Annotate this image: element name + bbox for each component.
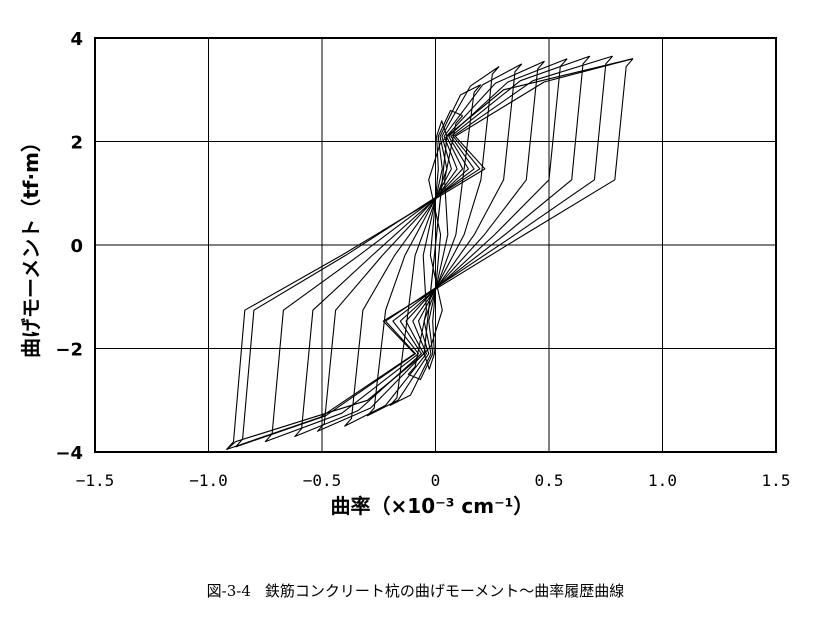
- x-tick-label: −0.5: [303, 471, 342, 490]
- x-tick-label: 1.5: [762, 471, 791, 490]
- y-tick-label: 2: [70, 133, 83, 154]
- y-tick-labels: −4 −2 0 2 4: [55, 29, 83, 464]
- hysteresis-loop: [407, 109, 464, 381]
- skeleton-curve: [226, 58, 634, 450]
- x-tick-label: 0: [431, 471, 441, 490]
- y-tick-label: −2: [55, 340, 83, 361]
- figure-caption: 図-3-4 鉄筋コンクリート杭の曲げモーメント～曲率履歴曲線: [0, 580, 831, 601]
- y-axis-label: 曲げモーメント（tf·m）: [19, 132, 43, 358]
- y-tick-label: 0: [70, 236, 83, 257]
- x-tick-label: 1.0: [648, 471, 677, 490]
- y-tick-label: −4: [55, 443, 83, 464]
- hysteresis-loop: [389, 84, 482, 406]
- x-axis-label: 曲率（×10⁻³ cm⁻¹）: [331, 494, 534, 518]
- y-tick-label: 4: [70, 29, 83, 50]
- x-tick-label: −1.0: [189, 471, 228, 490]
- x-tick-labels: −1.5 −1.0 −0.5 0 0.5 1.0 1.5: [76, 471, 791, 490]
- hysteresis-loop: [344, 63, 523, 427]
- hysteresis-curves: [226, 55, 634, 450]
- hysteresis-loop: [226, 58, 634, 450]
- x-tick-label: 0.5: [535, 471, 564, 490]
- plot-frame: [94, 37, 777, 453]
- hysteresis-loop: [366, 66, 500, 417]
- hysteresis-loop: [264, 55, 591, 443]
- hysteresis-loop: [294, 58, 568, 438]
- hysteresis-loop: [316, 60, 545, 432]
- x-tick-label: −1.5: [76, 471, 115, 490]
- figure-number: 図-3-4: [206, 582, 251, 600]
- caption-text: 鉄筋コンクリート杭の曲げモーメント～曲率履歴曲線: [264, 582, 625, 600]
